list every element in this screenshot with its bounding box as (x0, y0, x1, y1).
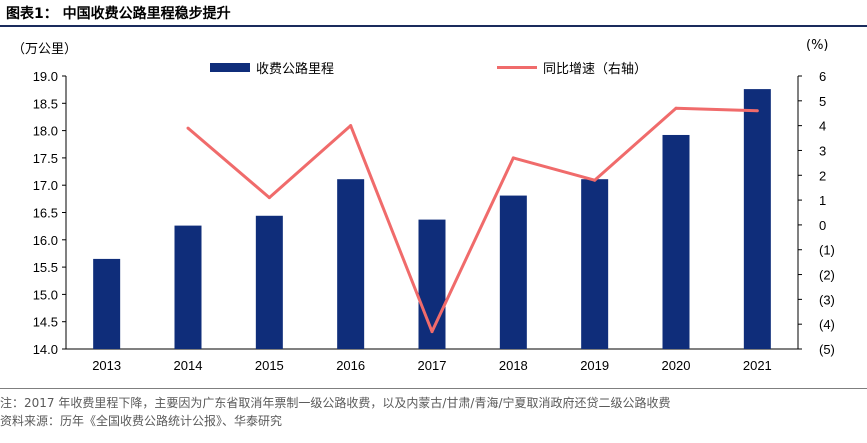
bar-mileage (93, 258, 121, 349)
x-axis-tick-label: 2014 (174, 358, 203, 373)
growth-point (186, 126, 190, 130)
right-axis-tick-label: 3 (819, 143, 826, 158)
chart-source: 资料来源：历年《全国收费公路统计公报》、华泰研究 (0, 414, 283, 428)
x-axis-tick-label: 2016 (336, 358, 365, 373)
bar-mileage (662, 134, 690, 349)
left-axis-tick-label: 18.5 (33, 96, 58, 111)
x-axis-tick-label: 2021 (743, 358, 772, 373)
growth-point (267, 196, 271, 200)
right-axis-tick-label: (3) (819, 292, 835, 307)
bar-mileage (581, 179, 609, 349)
x-axis-tick-label: 2019 (580, 358, 609, 373)
growth-point (755, 109, 759, 113)
left-axis-tick-label: 16.0 (33, 233, 58, 248)
right-axis-tick-label: 4 (819, 119, 826, 134)
bar-mileage (337, 179, 365, 349)
right-axis-tick-label: 5 (819, 94, 826, 109)
title-divider (0, 25, 867, 27)
line-growth-rate (187, 106, 758, 334)
legend-label-growth: 同比增速（右轴） (543, 62, 648, 77)
right-axis-tick-label: (4) (819, 317, 835, 332)
left-axis-unit: （万公里） (12, 42, 78, 57)
left-axis-tick-label: 14.0 (33, 342, 58, 357)
right-axis-tick-label: 2 (819, 168, 826, 183)
bar-mileage (418, 219, 446, 349)
left-axis-tick-label: 15.0 (33, 287, 58, 302)
legend-line-swatch (497, 66, 537, 69)
right-axis-tick-label: 1 (819, 193, 826, 208)
bar-mileage (499, 195, 527, 349)
right-axis-unit: (%) (806, 38, 829, 53)
growth-point (593, 178, 597, 182)
growth-point (511, 156, 515, 160)
chart-note: 注：2017 年收费里程下降，主要因为广东省取消年票制一级公路收费，以及内蒙古/… (0, 396, 671, 410)
right-axis-tick-label: 6 (819, 69, 826, 84)
footer-divider (0, 388, 867, 389)
right-axis-tick-label: (5) (819, 342, 835, 357)
left-axis-tick-label: 16.5 (33, 206, 58, 221)
growth-point (674, 106, 678, 110)
left-axis-tick-label: 17.0 (33, 178, 58, 193)
x-axis-tick-label: 2018 (499, 358, 528, 373)
growth-point (430, 330, 434, 334)
x-axis-tick-label: 2020 (662, 358, 691, 373)
right-axis-tick-label: (1) (819, 243, 835, 258)
right-axis-tick-label: (2) (819, 268, 835, 283)
legend-item-mileage: 收费公路里程 (210, 58, 334, 77)
legend-bar-swatch (210, 63, 250, 72)
legend-label-mileage: 收费公路里程 (256, 62, 335, 77)
bar-mileage (174, 225, 202, 349)
left-axis-tick-label: 17.5 (33, 151, 58, 166)
growth-point (349, 124, 353, 128)
left-axis-tick-label: 19.0 (33, 69, 58, 84)
left-axis-tick-label: 14.5 (33, 315, 58, 330)
bar-mileage (255, 215, 283, 349)
chart-title: 图表1： 中国收费公路里程稳步提升 (6, 6, 231, 22)
x-axis-tick-label: 2015 (255, 358, 284, 373)
bar-mileage (743, 89, 771, 349)
legend-item-growth: 同比增速（右轴） (497, 58, 647, 77)
x-axis-tick-label: 2013 (92, 358, 121, 373)
right-axis-tick-label: 0 (819, 218, 826, 233)
x-axis-tick-label: 2017 (418, 358, 447, 373)
left-axis-tick-label: 15.5 (33, 260, 58, 275)
left-axis-tick-label: 18.0 (33, 124, 58, 139)
